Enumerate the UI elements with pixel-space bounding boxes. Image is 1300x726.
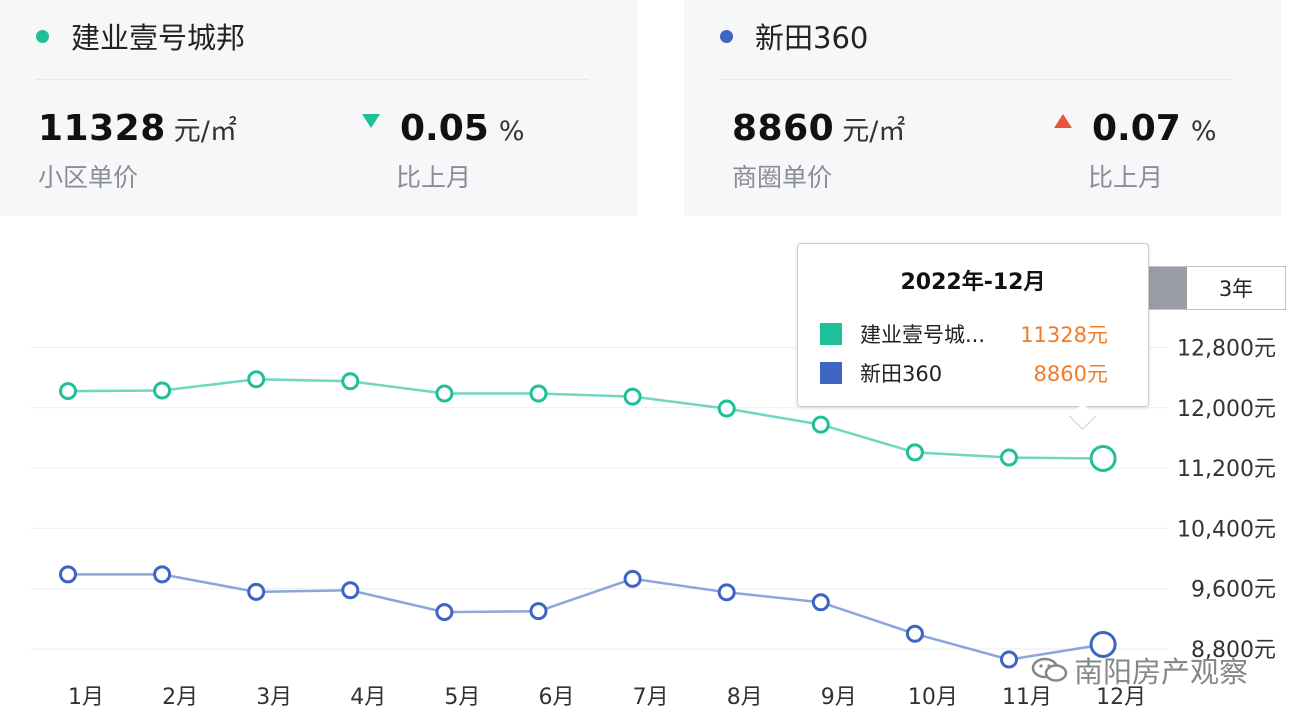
y-tick-label: 12,000元 bbox=[1177, 397, 1276, 422]
data-point bbox=[529, 602, 548, 621]
x-tick-label: 12月 bbox=[1096, 685, 1146, 710]
community-price-label: 小区单价 bbox=[38, 163, 139, 192]
x-tick-label: 9月 bbox=[821, 685, 857, 710]
x-tick-label: 5月 bbox=[444, 685, 480, 710]
data-point bbox=[623, 387, 642, 406]
y-tick-label: 11,200元 bbox=[1177, 457, 1276, 482]
chart-tooltip: 2022年-12月 建业壹号城... 11328元 新田360 8860元 bbox=[797, 243, 1149, 430]
series-swatch-icon bbox=[820, 323, 842, 345]
data-point bbox=[435, 384, 454, 403]
x-tick-label: 11月 bbox=[1002, 685, 1052, 710]
divider bbox=[36, 79, 589, 80]
community-header: 建业壹号城邦 bbox=[36, 14, 245, 58]
y-tick-label: 10,400元 bbox=[1177, 517, 1276, 542]
series-line bbox=[68, 573, 1104, 661]
community-dot-icon bbox=[36, 29, 49, 43]
x-tick-label: 4月 bbox=[350, 685, 386, 710]
district-price: 8860 元/㎡ 商圈单价 bbox=[732, 108, 906, 192]
x-tick-label: 2月 bbox=[162, 685, 198, 710]
data-point bbox=[435, 603, 454, 622]
tooltip-row: 建业壹号城... 11328元 bbox=[820, 319, 1108, 349]
data-point bbox=[59, 382, 77, 401]
x-tick-label: 8月 bbox=[727, 685, 763, 710]
district-name: 新田360 bbox=[755, 21, 869, 55]
tooltip-row: 新田360 8860元 bbox=[820, 358, 1108, 388]
divider bbox=[720, 79, 1233, 80]
district-change-label: 比上月 bbox=[1088, 163, 1164, 192]
community-change-value: 0.05 bbox=[400, 108, 489, 149]
data-point bbox=[623, 569, 642, 588]
y-tick-label: 12,800元 bbox=[1177, 337, 1276, 362]
data-point bbox=[1089, 630, 1117, 658]
community-price: 11328 元/㎡ 小区单价 bbox=[38, 108, 237, 192]
district-change: 0.07% 比上月 bbox=[1054, 108, 1217, 192]
data-point bbox=[341, 581, 360, 600]
x-tick-label: 6月 bbox=[539, 685, 575, 710]
district-header: 新田360 bbox=[720, 14, 868, 58]
series-line bbox=[67, 378, 1104, 460]
time-range-tabs: 3年 bbox=[1140, 266, 1286, 310]
tooltip-series-name: 新田360 bbox=[860, 362, 943, 386]
x-tick-label: 3月 bbox=[256, 685, 292, 710]
tab-3-years[interactable]: 3年 bbox=[1218, 277, 1254, 301]
data-point bbox=[905, 624, 924, 643]
data-point bbox=[1089, 444, 1117, 472]
data-point bbox=[811, 415, 830, 434]
tooltip-series-value: 11328元 bbox=[1020, 323, 1108, 347]
series-swatch-icon bbox=[820, 362, 842, 384]
x-tick-label: 10月 bbox=[908, 685, 958, 710]
community-change-label: 比上月 bbox=[396, 163, 472, 192]
watermark-text: 南阳房产观察 bbox=[1074, 655, 1249, 689]
district-price-unit: 元/㎡ bbox=[842, 116, 906, 147]
tooltip-series-value: 8860元 bbox=[1033, 362, 1108, 386]
community-card: 建业壹号城邦 11328 元/㎡ 小区单价 0.05% 比上月 bbox=[0, 0, 637, 216]
community-price-value: 11328 bbox=[38, 108, 166, 149]
data-point bbox=[1000, 650, 1018, 669]
x-tick-label: 1月 bbox=[68, 685, 104, 710]
data-point bbox=[341, 372, 360, 391]
data-point bbox=[529, 384, 548, 403]
watermark: 南阳房产观察 bbox=[1030, 648, 1248, 692]
data-point bbox=[247, 582, 266, 601]
data-point bbox=[153, 565, 172, 584]
community-price-unit: 元/㎡ bbox=[173, 116, 237, 147]
data-point bbox=[811, 593, 830, 612]
district-change-unit: % bbox=[1190, 116, 1217, 147]
x-tick-label: 7月 bbox=[633, 685, 669, 710]
district-price-label: 商圈单价 bbox=[732, 163, 833, 192]
community-change-unit: % bbox=[498, 116, 525, 147]
data-point bbox=[247, 370, 266, 389]
data-point bbox=[717, 399, 736, 418]
triangle-up-icon bbox=[1054, 114, 1072, 128]
y-tick-label: 9,600元 bbox=[1191, 578, 1276, 603]
data-point bbox=[153, 381, 172, 400]
data-point bbox=[1000, 448, 1018, 467]
data-point bbox=[905, 443, 924, 462]
district-price-value: 8860 bbox=[732, 108, 835, 149]
tooltip-series-name: 建业壹号城... bbox=[860, 323, 986, 347]
community-change: 0.05% 比上月 bbox=[362, 108, 525, 192]
tooltip-title: 2022年-12月 bbox=[900, 270, 1046, 295]
data-point bbox=[717, 583, 736, 602]
data-point bbox=[59, 565, 77, 584]
triangle-down-icon bbox=[362, 114, 380, 128]
district-change-value: 0.07 bbox=[1092, 108, 1181, 149]
wechat-icon bbox=[1031, 657, 1068, 682]
district-card: 新田360 8860 元/㎡ 商圈单价 0.07% 比上月 bbox=[684, 0, 1281, 216]
community-name: 建业壹号城邦 bbox=[71, 21, 246, 55]
district-dot-icon bbox=[720, 29, 733, 43]
y-tick-label: 8,800元 bbox=[1191, 638, 1276, 663]
